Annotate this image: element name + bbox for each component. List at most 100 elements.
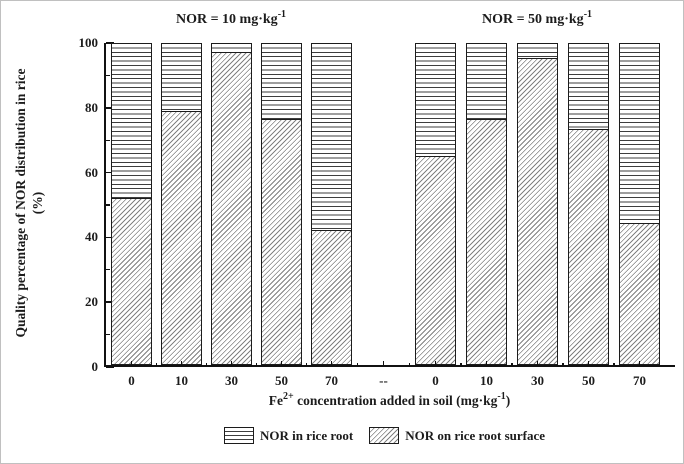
x-axis-minor-tick [511, 363, 513, 367]
bar-nor50-fe10 [466, 43, 507, 365]
segment-nor-in-rice-root [518, 44, 557, 59]
group-title-nor10-sup: -1 [277, 9, 287, 20]
x-axis-title-sup1: 2+ [283, 391, 294, 402]
group-title-nor50: NOR = 50 mg·kg-1 [427, 9, 647, 28]
legend-label-nor-in-rice-root: NOR in rice root [259, 427, 354, 443]
x-axis-major-tick [230, 361, 233, 367]
y-axis-minor-tick [106, 269, 110, 271]
x-axis-minor-tick [305, 363, 308, 367]
segment-nor-in-rice-root [620, 44, 659, 224]
segment-nor-on-rice-root-surface [212, 52, 251, 364]
x-axis-tick-label: 30 [531, 373, 544, 388]
x-axis-tick-label: 70 [633, 373, 646, 388]
x-axis-title: Fe2+ concentration added in soil (mg·kg-… [104, 391, 675, 409]
x-axis-minor-tick [205, 363, 208, 367]
legend-label-nor-on-rice-root-surface: NOR on rice root surface [405, 427, 546, 443]
y-axis-tick-label: 20 [85, 294, 98, 310]
y-axis-major-tick [106, 171, 114, 174]
bar-nor10-fe30 [211, 43, 252, 365]
segment-nor-in-rice-root [467, 44, 506, 120]
segment-nor-in-rice-root [312, 44, 351, 230]
x-axis-major-tick [638, 361, 641, 367]
segment-nor-on-rice-root-surface [312, 229, 351, 364]
x-axis-minor-tick [562, 363, 564, 367]
x-axis-tick-label: 50 [275, 373, 288, 388]
y-axis-title: Quality percentage of NOR distribution i… [12, 38, 52, 368]
x-axis-tick-label: 30 [225, 373, 238, 388]
segment-nor-on-rice-root-surface [620, 223, 659, 364]
x-axis-tick-label: 0 [432, 373, 439, 388]
x-axis-major-tick [330, 361, 333, 367]
bar-nor10-fe50 [261, 43, 302, 365]
y-axis-minor-tick [106, 74, 110, 77]
y-axis-major-tick [106, 236, 114, 239]
legend-swatch-nor-on-rice-root-surface [369, 427, 400, 444]
segment-nor-on-rice-root-surface [569, 128, 608, 364]
segment-nor-in-rice-root [112, 44, 151, 198]
plot-area: NOR = 10 mg·kg-1 NOR = 50 mg·kg-1 0 20 40 6… [79, 9, 675, 388]
segment-nor-in-rice-root [416, 44, 455, 156]
y-axis-tick-label: 0 [91, 359, 99, 374]
y-axis-major-tick [106, 366, 114, 368]
y-axis-tick-label: 40 [85, 229, 98, 245]
segment-nor-in-rice-root [162, 44, 201, 112]
x-axis-major-tick [434, 361, 437, 367]
x-axis-tick-label: 10 [480, 373, 493, 388]
x-axis-major-tick [280, 361, 283, 367]
bar-nor50-fe70 [619, 43, 660, 365]
y-axis-major-tick [106, 42, 114, 44]
group-title-nor50-sup: -1 [583, 9, 593, 20]
bar-nor50-fe50 [568, 43, 609, 365]
bar-nor10-fe0 [111, 43, 152, 365]
x-axis-major-tick [485, 361, 488, 367]
x-axis-minor-tick [460, 363, 462, 367]
x-axis-title-p2: concentration added in soil (mg·kg [293, 393, 498, 408]
x-axis-minor-tick [408, 363, 411, 367]
bar-nor10-fe70 [311, 43, 352, 365]
x-axis-minor-tick [255, 363, 258, 367]
bar-nor50-fe0 [415, 43, 456, 365]
legend-swatch-nor-in-rice-root [223, 427, 254, 444]
y-axis-title-line2: (%) [30, 191, 45, 215]
x-axis-tick-label: 70 [325, 373, 338, 388]
segment-nor-in-rice-root [262, 44, 301, 120]
group-title-nor50-text: NOR = 50 mg·kg [481, 12, 584, 27]
group-title-nor10: NOR = 10 mg·kg-1 [121, 9, 341, 28]
y-axis-tick-label: 60 [85, 164, 98, 180]
y-axis-tick-label: 80 [85, 99, 98, 115]
x-axis-title-p1: Fe [268, 393, 284, 408]
y-axis-minor-tick [106, 139, 110, 141]
segment-nor-in-rice-root [569, 44, 608, 129]
x-axis-title-sup2: -1 [497, 391, 506, 402]
x-axis-minor-tick [356, 363, 359, 367]
x-axis-tick-label: 0 [128, 373, 135, 388]
segment-nor-in-rice-root [212, 44, 251, 52]
legend: NOR in rice root NOR on rice root surfac… [104, 427, 675, 444]
x-axis-title-p3: ) [505, 393, 511, 408]
x-axis-major-tick [382, 361, 385, 367]
y-axis-major-tick [106, 301, 114, 303]
y-axis-title-line1: Quality percentage of NOR distribution i… [13, 68, 28, 338]
bar-nor50-fe30 [517, 43, 558, 365]
x-axis-major-tick [536, 361, 539, 367]
x-axis-major-tick [180, 361, 183, 367]
bar-nor10-fe10 [161, 43, 202, 365]
y-axis-minor-tick [106, 334, 110, 336]
x-axis-major-tick [130, 361, 133, 367]
x-axis-minor-tick [613, 363, 615, 367]
y-axis-tick-label: 100 [78, 35, 99, 50]
y-axis-minor-tick [106, 204, 110, 206]
group-title-nor10-text: NOR = 10 mg·kg [175, 12, 278, 27]
x-axis-tick-label: 10 [175, 373, 188, 388]
segment-nor-on-rice-root-surface [262, 119, 301, 364]
segment-nor-on-rice-root-surface [467, 119, 506, 364]
x-axis-tick-label: 50 [582, 373, 595, 388]
segment-nor-on-rice-root-surface [112, 197, 151, 364]
y-axis-major-tick [106, 107, 114, 109]
segment-nor-on-rice-root-surface [518, 58, 557, 364]
x-axis-minor-tick [155, 363, 158, 367]
segment-nor-on-rice-root-surface [416, 156, 455, 364]
segment-nor-on-rice-root-surface [162, 111, 201, 364]
x-axis-major-tick [587, 361, 590, 367]
